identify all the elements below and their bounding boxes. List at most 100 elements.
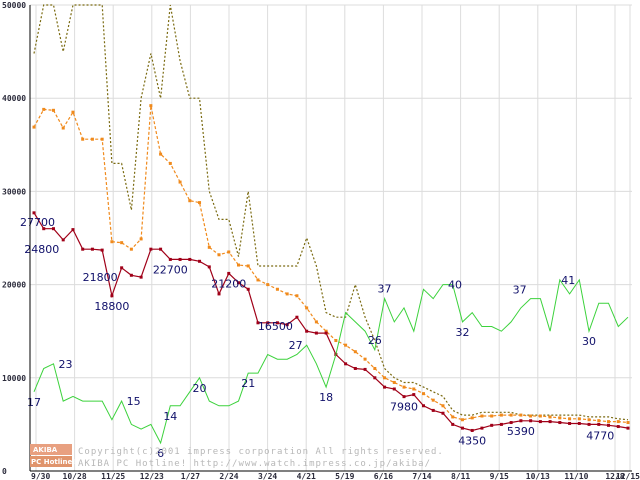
point-price_min bbox=[295, 315, 299, 319]
point-price_avg bbox=[402, 385, 406, 389]
data-label: 21200 bbox=[211, 277, 246, 290]
point-price_avg bbox=[314, 320, 318, 324]
x-tick-label: 3/24 bbox=[258, 472, 277, 480]
point-price_avg bbox=[538, 414, 542, 418]
point-price_min bbox=[71, 228, 75, 232]
point-price_avg bbox=[373, 366, 377, 370]
series-line-price_min bbox=[33, 212, 629, 432]
point-price_min bbox=[344, 362, 348, 366]
x-tick-label: 5/19 bbox=[335, 472, 354, 480]
y-tick-label: 30000 bbox=[2, 187, 26, 196]
point-price_avg bbox=[51, 108, 55, 112]
point-price_min bbox=[168, 257, 172, 261]
point-price_min bbox=[616, 425, 620, 429]
point-price_avg bbox=[412, 387, 416, 391]
data-label: 27700 bbox=[20, 216, 55, 229]
data-label: 40 bbox=[448, 279, 462, 292]
point-price_avg bbox=[178, 180, 182, 184]
point-price_min bbox=[207, 265, 211, 269]
data-label: 32 bbox=[455, 326, 469, 339]
point-price_min bbox=[490, 423, 494, 427]
point-price_avg bbox=[499, 413, 503, 417]
point-price_avg bbox=[129, 247, 133, 251]
point-price_avg bbox=[81, 137, 85, 141]
point-price_avg bbox=[519, 413, 523, 417]
point-price_avg bbox=[451, 415, 455, 419]
point-price_avg bbox=[568, 417, 572, 421]
data-label: 21 bbox=[241, 377, 255, 390]
point-price_avg bbox=[577, 417, 581, 421]
point-price_min bbox=[51, 227, 55, 231]
x-tick-label: 8/11 bbox=[451, 472, 470, 480]
point-price_avg bbox=[422, 392, 426, 396]
point-price_avg bbox=[246, 264, 250, 268]
point-price_avg bbox=[120, 241, 124, 245]
point-price_min bbox=[470, 428, 474, 432]
data-label: 37 bbox=[378, 283, 392, 296]
point-price_avg bbox=[324, 329, 328, 333]
x-tick-label: 7/14 bbox=[412, 472, 431, 480]
point-price_avg bbox=[441, 404, 445, 408]
series-line-price_max bbox=[33, 4, 629, 421]
data-label: 18 bbox=[319, 391, 333, 404]
point-price_min bbox=[548, 420, 552, 424]
point-price_avg bbox=[305, 306, 309, 310]
point-price_min bbox=[285, 323, 289, 327]
y-tick-label: 0 bbox=[2, 467, 7, 476]
point-price_min bbox=[120, 266, 124, 270]
data-label: 27 bbox=[289, 339, 303, 352]
data-label: 6 bbox=[157, 447, 164, 460]
point-price_avg bbox=[168, 161, 172, 165]
site-url-text: AKIBA PC Hotline! http://www.watch.impre… bbox=[78, 459, 431, 469]
point-price_min bbox=[460, 426, 464, 430]
point-price_min bbox=[422, 404, 426, 408]
point-price_avg bbox=[266, 283, 270, 287]
point-price_avg bbox=[32, 125, 36, 129]
data-label: 4350 bbox=[458, 434, 486, 447]
point-price_avg bbox=[616, 420, 620, 424]
data-label: 37 bbox=[513, 284, 527, 297]
x-tick-label: 1/27 bbox=[181, 472, 200, 480]
point-price_avg bbox=[490, 414, 494, 418]
point-price_min bbox=[266, 321, 270, 325]
point-price_min bbox=[61, 238, 65, 242]
point-price_avg bbox=[587, 418, 591, 422]
point-price_min bbox=[246, 287, 250, 291]
point-price_avg bbox=[295, 294, 299, 298]
point-price_min bbox=[412, 393, 416, 397]
x-tick-label: 10/28 bbox=[63, 472, 87, 480]
x-tick-label: 12/15 bbox=[616, 472, 640, 480]
logo-box-bottom bbox=[30, 456, 72, 467]
data-label: 20 bbox=[193, 382, 207, 395]
point-price_avg bbox=[100, 137, 104, 141]
point-price_avg bbox=[71, 110, 75, 114]
copyright-text: Copyright(c)2001 impress corporation All… bbox=[78, 447, 444, 457]
data-label: 15 bbox=[127, 395, 141, 408]
data-label: 24800 bbox=[24, 243, 59, 256]
point-price_min bbox=[32, 211, 36, 215]
point-price_avg bbox=[188, 199, 192, 203]
point-price_min bbox=[227, 271, 231, 275]
point-price_min bbox=[558, 421, 562, 425]
point-price_avg bbox=[597, 419, 601, 423]
point-price_avg bbox=[460, 418, 464, 422]
series-line-price_avg bbox=[33, 105, 629, 424]
x-tick-label: 9/15 bbox=[490, 472, 509, 480]
point-price_avg bbox=[149, 104, 153, 108]
point-price_min bbox=[149, 247, 153, 251]
point-price_avg bbox=[334, 339, 338, 343]
point-price_avg bbox=[256, 278, 260, 282]
point-price_avg bbox=[353, 350, 357, 354]
point-price_min bbox=[275, 321, 279, 325]
y-tick-label: 20000 bbox=[2, 281, 26, 290]
point-price_avg bbox=[480, 414, 484, 418]
point-price_min bbox=[597, 422, 601, 426]
point-price_avg bbox=[227, 250, 231, 254]
point-price_min bbox=[188, 257, 192, 261]
data-label: 26 bbox=[368, 334, 382, 347]
point-price_avg bbox=[626, 421, 630, 425]
x-tick-label: 10/13 bbox=[526, 472, 550, 480]
point-price_min bbox=[451, 422, 455, 426]
data-label: 7980 bbox=[390, 401, 418, 414]
